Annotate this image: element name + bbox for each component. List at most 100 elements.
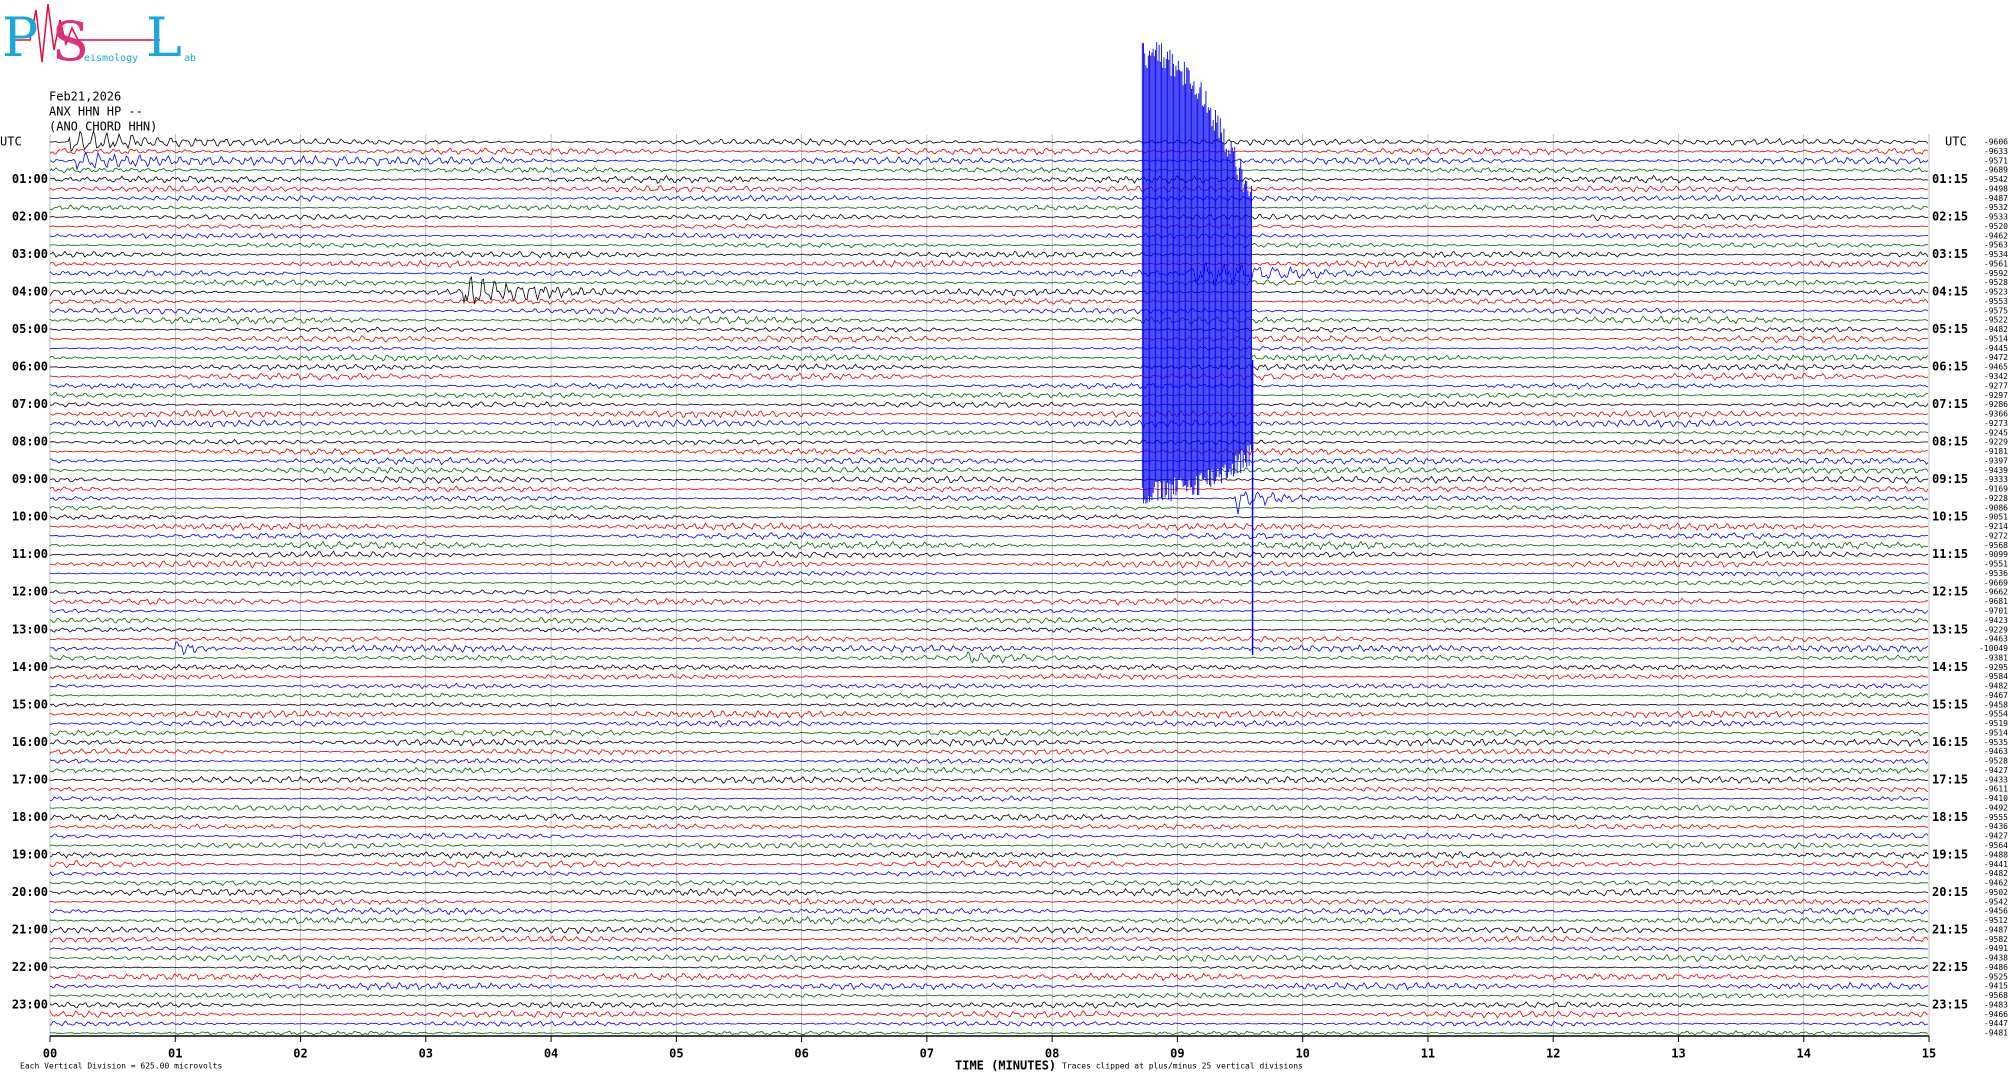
trace (50, 635, 1929, 643)
utc-label: UTC (0, 135, 22, 149)
trace-offset: -9633 (1984, 147, 2008, 156)
trace (49, 475, 1929, 484)
hour-label: 16:00 (12, 735, 48, 749)
hour-label: 01:15 (1932, 172, 1968, 186)
trace (50, 400, 1929, 409)
trace (49, 147, 1929, 156)
x-tick-label: 15 (1922, 1047, 1936, 1061)
x-tick-label: 05 (669, 1047, 683, 1061)
hour-label: 10:15 (1932, 510, 1968, 524)
trace (49, 981, 1929, 991)
trace (50, 579, 1928, 587)
trace-offset: -9525 (1984, 972, 2008, 981)
header-date: Feb21,2026 (49, 90, 121, 104)
trace (49, 589, 1929, 596)
trace-offset: -9482 (1984, 682, 2008, 691)
hour-label: 17:00 (12, 772, 48, 786)
hour-label: 14:15 (1932, 660, 1968, 674)
trace-offset: -9689 (1984, 166, 2008, 175)
trace-offset: -9410 (1984, 794, 2008, 803)
trace-offset: -9522 (1984, 316, 2008, 325)
trace-offset: -9611 (1984, 785, 2008, 794)
trace-offset: -9502 (1984, 888, 2008, 897)
logo-letter: L (146, 6, 182, 69)
trace (49, 682, 1929, 690)
trace (49, 766, 1929, 775)
x-tick-label: 07 (920, 1047, 934, 1061)
trace-offset: -9681 (1984, 597, 2008, 606)
trace (49, 262, 1928, 285)
hour-label: 23:00 (12, 997, 48, 1011)
trace-offset: -9462 (1984, 231, 2008, 240)
hour-label: 21:00 (12, 922, 48, 936)
x-tick-label: 10 (1295, 1047, 1309, 1061)
x-tick-label: 00 (43, 1047, 57, 1061)
trace-offset: -9465 (1984, 363, 2008, 372)
hour-label: 14:00 (12, 660, 48, 674)
trace (49, 737, 1929, 748)
hour-label: 05:00 (12, 322, 48, 336)
logo-word: ab (184, 53, 196, 64)
trace (49, 194, 1929, 202)
trace (49, 1001, 1929, 1009)
trace (49, 887, 1929, 897)
trace (49, 748, 1929, 756)
trace-offset: -9272 (1984, 531, 2008, 540)
trace-offset: -9528 (1984, 278, 2008, 287)
trace (49, 651, 1929, 664)
trace (49, 315, 1929, 326)
trace-offset: -9582 (1984, 935, 2008, 944)
hour-label: 18:00 (12, 810, 48, 824)
trace-offset: -9512 (1984, 916, 2008, 925)
x-tick-label: 01 (168, 1047, 182, 1061)
trace-offset: -9229 (1984, 438, 2008, 447)
trace (50, 570, 1929, 577)
trace (49, 279, 1929, 287)
trace-offset: -9486 (1984, 963, 2008, 972)
trace (49, 757, 1929, 765)
trace-offset: -9536 (1984, 569, 2008, 578)
trace (49, 505, 1929, 511)
trace-offset: -9423 (1984, 616, 2008, 625)
trace (49, 485, 1929, 493)
trace-offset: -9277 (1984, 381, 2008, 390)
trace (50, 242, 1929, 249)
trace (49, 250, 1929, 259)
logo-letter: P (2, 6, 38, 69)
trace-offset: -9415 (1984, 982, 2008, 991)
hour-label: 04:15 (1932, 285, 1968, 299)
trace (49, 729, 1929, 737)
trace (49, 559, 1929, 569)
hour-label: 07:00 (12, 397, 48, 411)
hour-label: 13:15 (1932, 622, 1968, 636)
hour-label: 11:00 (12, 547, 48, 561)
trace-offset: -9463 (1984, 747, 2008, 756)
trace-offset: -9551 (1984, 560, 2008, 569)
hour-label: 05:15 (1932, 322, 1968, 336)
hour-label: 09:00 (12, 472, 48, 486)
scale-note: Each Vertical Division = 625.00 microvol… (20, 1062, 222, 1071)
trace (49, 275, 1929, 304)
trace (49, 1009, 1928, 1019)
trace (49, 550, 1929, 559)
x-tick-label: 12 (1546, 1047, 1560, 1061)
trace-offset: -10049 (1979, 644, 2008, 653)
trace-offset: -9286 (1984, 400, 2008, 409)
hour-label: 12:00 (12, 585, 48, 599)
trace (49, 832, 1929, 841)
trace (49, 204, 1929, 211)
hour-label: 09:15 (1932, 472, 1968, 486)
trace-offset: -9467 (1984, 691, 2008, 700)
hour-label: 18:15 (1932, 810, 1968, 824)
trace (49, 804, 1929, 812)
hour-label: 13:00 (12, 622, 48, 636)
trace (49, 608, 1929, 615)
trace-offset: -9397 (1984, 456, 2008, 465)
trace-offset: -9433 (1984, 775, 2008, 784)
utc-label: UTC (1945, 135, 1967, 149)
trace-offset: -9514 (1984, 334, 2008, 343)
trace-offset: -9427 (1984, 832, 2008, 841)
trace (49, 673, 1929, 681)
trace (49, 353, 1929, 362)
trace (49, 935, 1929, 944)
